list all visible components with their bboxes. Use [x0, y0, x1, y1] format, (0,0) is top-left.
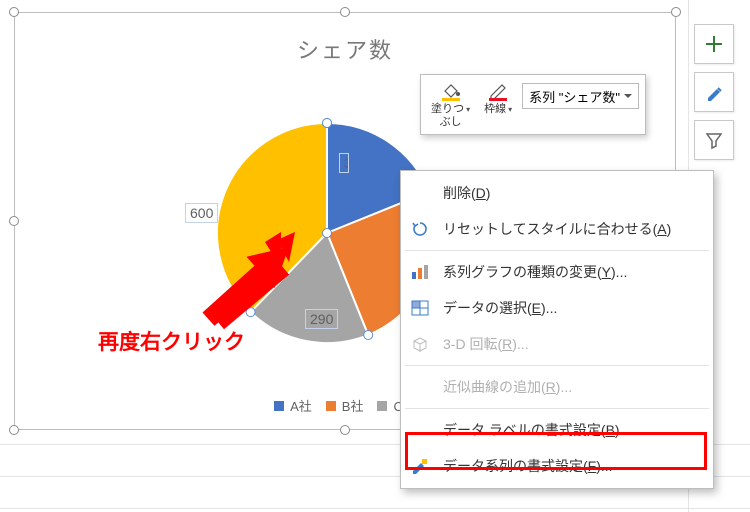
chart-styles-button[interactable] [694, 72, 734, 112]
menu-item-label: データ系列の書式設定(F)... [443, 456, 613, 476]
fill-color-button[interactable]: 塗りつ▾ ぶし [425, 79, 476, 130]
menu-item-changetype[interactable]: 系列グラフの種類の変更(Y)... [401, 254, 713, 290]
menu-item-label: 3-D 回転(R)... [443, 334, 529, 354]
grid-icon [407, 297, 433, 319]
menu-item-formatdl[interactable]: データ ラベルの書式設定(B)... [401, 412, 713, 448]
resize-handle-icon[interactable] [340, 7, 350, 17]
chart-filter-button[interactable] [694, 120, 734, 160]
menu-separator [405, 408, 709, 409]
reset-icon [407, 218, 433, 240]
menu-separator [405, 365, 709, 366]
menu-item-label: 削除(D) [443, 183, 490, 203]
cube-icon [407, 333, 433, 355]
swatch-icon [274, 401, 284, 411]
legend-item-a: A社 [274, 396, 312, 415]
menu-item-delete[interactable]: 削除(D) [401, 175, 713, 211]
menu-item-reset[interactable]: リセットしてスタイルに合わせる(A) [401, 211, 713, 247]
data-label-d[interactable]: 600 [185, 203, 218, 223]
resize-handle-icon[interactable] [9, 7, 19, 17]
resize-handle-icon[interactable] [9, 425, 19, 435]
resize-handle-icon[interactable] [340, 425, 350, 435]
funnel-icon [704, 130, 724, 150]
menu-item-label: 系列グラフの種類の変更(Y)... [443, 262, 627, 282]
series-selector[interactable]: 系列 "シェア数" [522, 83, 639, 109]
menu-separator [405, 250, 709, 251]
swatch-icon [377, 401, 387, 411]
resize-handle-icon[interactable] [9, 216, 19, 226]
plus-icon [704, 34, 724, 54]
menu-item-label: データ ラベルの書式設定(B)... [443, 420, 631, 440]
context-menu: 削除(D) リセットしてスタイルに合わせる(A) 系列グラフの種類の変更(Y)...… [400, 170, 714, 489]
callout-text: 再度右クリック [98, 326, 245, 356]
slice-handle-icon[interactable] [323, 229, 332, 238]
brush-icon [704, 82, 724, 102]
menu-item-trendline: 近似曲線の追加(R)... [401, 369, 713, 405]
bucket-icon [439, 81, 463, 101]
menu-item-label: 近似曲線の追加(R)... [443, 377, 572, 397]
menu-item-label: データの選択(E)... [443, 298, 557, 318]
legend-item-b: B社 [326, 396, 364, 415]
slice-handle-icon[interactable] [323, 119, 332, 128]
menu-item-label: リセットしてスタイルに合わせる(A) [443, 219, 671, 239]
none-icon [407, 419, 433, 441]
data-label-a-partial: 3 [339, 153, 349, 173]
none-icon [407, 182, 433, 204]
slice-handle-icon[interactable] [364, 330, 373, 339]
menu-item-formatds[interactable]: データ系列の書式設定(F)... [401, 448, 713, 484]
swatch-icon [326, 401, 336, 411]
menu-item-selectdata[interactable]: データの選択(E)... [401, 290, 713, 326]
outline-color-button[interactable]: 枠線▾ [478, 79, 518, 130]
format-icon [407, 455, 433, 477]
chart-elements-button[interactable] [694, 24, 734, 64]
mini-toolbar: 塗りつ▾ ぶし 枠線▾ 系列 "シェア数" [420, 74, 646, 135]
chart-icon [407, 261, 433, 283]
pen-icon [486, 81, 510, 101]
menu-item-rotate3d: 3-D 回転(R)... [401, 326, 713, 362]
chart-title: シェア数 [15, 33, 675, 65]
none-icon [407, 376, 433, 398]
resize-handle-icon[interactable] [671, 7, 681, 17]
